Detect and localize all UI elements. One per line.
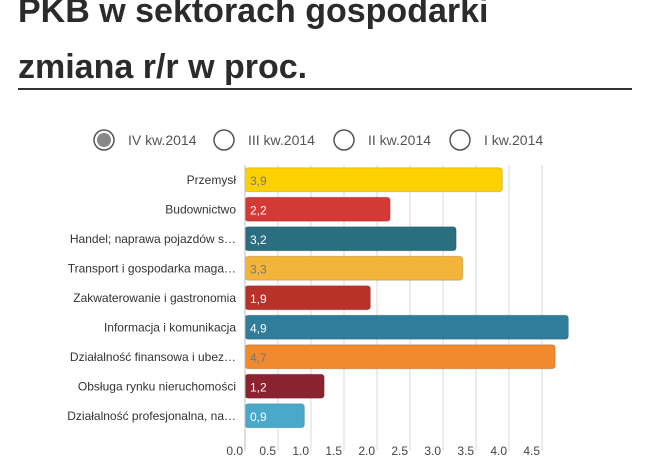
value-label: 3,9 — [250, 174, 267, 188]
bar — [244, 196, 391, 222]
value-label: 1,2 — [250, 380, 267, 394]
x-tick-label: 4.5 — [523, 444, 540, 458]
radio-label[interactable]: I kw.2014 — [484, 132, 543, 148]
radio-label[interactable]: II kw.2014 — [368, 132, 431, 148]
value-label: 0,9 — [250, 410, 267, 424]
radio-label[interactable]: III kw.2014 — [248, 132, 315, 148]
radio-dot — [97, 133, 111, 147]
x-tick-label: 3.0 — [424, 444, 441, 458]
category-label: Przemysł — [187, 173, 237, 187]
x-tick-label: 3.5 — [457, 444, 474, 458]
x-tick-label: 4.0 — [490, 444, 507, 458]
bar — [244, 167, 503, 193]
category-label: Informacja i komunikacja — [104, 320, 236, 334]
value-label: 4,7 — [250, 351, 267, 365]
x-tick-label: 0.0 — [226, 444, 243, 458]
category-label: Handel; naprawa pojazdów s… — [70, 232, 236, 246]
x-tick-label: 2.5 — [391, 444, 408, 458]
category-label: Budownictwo — [165, 202, 236, 216]
x-tick-label: 0.5 — [259, 444, 276, 458]
bar — [244, 344, 556, 370]
bar — [244, 314, 569, 340]
value-label: 3,2 — [250, 233, 267, 247]
radio-button[interactable] — [333, 129, 355, 151]
radio-button[interactable] — [213, 129, 235, 151]
value-label: 2,2 — [250, 203, 267, 217]
x-tick-label: 2.0 — [358, 444, 375, 458]
category-label: Obsługa rynku nieruchomości — [78, 379, 236, 393]
category-label: Działalność profesjonalna, na… — [67, 409, 236, 423]
value-label: 3,3 — [250, 262, 267, 276]
chart-title: PKB w sektorach gospodarki — [18, 0, 488, 30]
x-tick-label: 1.0 — [292, 444, 309, 458]
radio-label[interactable]: IV kw.2014 — [128, 132, 197, 148]
value-label: 4,9 — [250, 321, 267, 335]
chart-subtitle: zmiana r/r w proc. — [18, 48, 307, 86]
bar — [244, 226, 457, 252]
category-label: Zakwaterowanie i gastronomia — [73, 291, 236, 305]
radio-button[interactable] — [449, 129, 471, 151]
bar — [244, 255, 464, 281]
value-label: 1,9 — [250, 292, 267, 306]
category-label: Transport i gospodarka maga… — [68, 261, 236, 275]
category-label: Działalność finansowa i ubez… — [70, 350, 236, 364]
x-tick-label: 1.5 — [325, 444, 342, 458]
